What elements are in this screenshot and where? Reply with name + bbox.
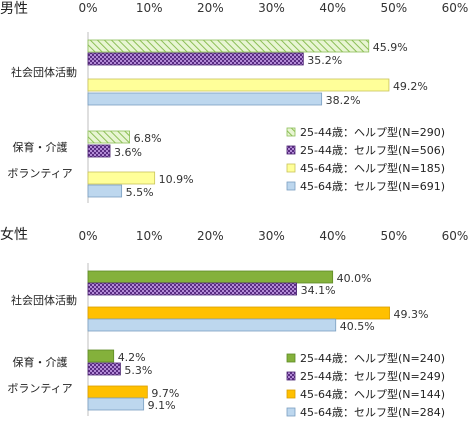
data-label: 5.3% — [124, 364, 152, 377]
bar — [87, 362, 121, 376]
bar — [87, 306, 390, 320]
bar — [87, 270, 334, 284]
data-label: 9.1% — [148, 399, 176, 412]
bar — [87, 397, 145, 411]
data-label: 45.9% — [373, 41, 408, 54]
x-tick-label: 30% — [258, 1, 285, 15]
bar — [87, 282, 297, 296]
x-tick-label: 0% — [78, 1, 97, 15]
legend-entry: 45-64歳：ヘルプ型(N=185) — [300, 161, 445, 175]
legend-swatch — [286, 353, 296, 363]
x-tick-label: 40% — [319, 229, 346, 243]
data-label: 5.5% — [126, 186, 154, 199]
data-label: 34.1% — [301, 284, 336, 297]
x-tick-label: 10% — [136, 1, 163, 15]
data-label: 40.5% — [340, 320, 375, 333]
data-label: 10.9% — [159, 173, 194, 186]
legend-swatch — [286, 127, 296, 137]
data-label: 35.2% — [307, 54, 342, 67]
bar — [87, 78, 390, 92]
category-label: 保育・介護 — [13, 355, 68, 369]
legend-entry: 45-64歳：セルフ型(N=284) — [300, 405, 445, 419]
x-tick-label: 0% — [78, 229, 97, 243]
category-label: 保育・介護 — [13, 140, 68, 154]
legend-swatch — [286, 181, 296, 191]
x-tick-label: 60% — [442, 229, 469, 243]
bar — [87, 349, 115, 363]
bar — [87, 144, 111, 158]
x-tick-label: 20% — [197, 1, 224, 15]
legend-swatch — [286, 371, 296, 381]
legend-swatch — [286, 145, 296, 155]
x-tick-label: 40% — [319, 1, 346, 15]
legend-entry: 25-44歳：ヘルプ型(N=240) — [300, 351, 445, 365]
legend-entry: 25-44歳：セルフ型(N=249) — [300, 369, 445, 383]
bar — [87, 184, 123, 198]
category-label: 社会団体活動 — [11, 293, 77, 307]
legend-swatch — [286, 163, 296, 173]
category-label: ボランティア — [7, 382, 72, 395]
legend-swatch — [286, 407, 296, 417]
data-label: 6.8% — [134, 132, 162, 145]
legend-swatch — [286, 389, 296, 399]
legend-entry: 25-44歳：セルフ型(N=506) — [300, 143, 445, 157]
bar — [87, 171, 156, 185]
data-label: 49.3% — [394, 308, 429, 321]
data-label: 40.0% — [337, 272, 372, 285]
data-label: 38.2% — [326, 94, 361, 107]
bar — [87, 92, 323, 106]
bar — [87, 52, 304, 66]
x-tick-label: 30% — [258, 229, 285, 243]
bar — [87, 385, 148, 399]
data-label: 9.7% — [151, 387, 179, 400]
legend-entry: 45-64歳：ヘルプ型(N=144) — [300, 387, 445, 401]
bar — [87, 39, 370, 53]
bar — [87, 130, 130, 144]
bar — [87, 318, 337, 332]
x-tick-label: 10% — [136, 229, 163, 243]
category-label: ボランティア — [7, 167, 72, 180]
category-label: 社会団体活動 — [11, 65, 77, 79]
legend-entry: 45-64歳：セルフ型(N=691) — [300, 179, 445, 193]
x-tick-label: 50% — [380, 1, 407, 15]
x-tick-label: 60% — [442, 1, 469, 15]
data-label: 3.6% — [114, 146, 142, 159]
data-label: 49.2% — [393, 80, 428, 93]
data-label: 4.2% — [118, 351, 146, 364]
x-tick-label: 20% — [197, 229, 224, 243]
panel-title: 男性 — [0, 1, 28, 17]
legend-entry: 25-44歳：ヘルプ型(N=290) — [300, 125, 445, 139]
panel-title: 女性 — [0, 226, 28, 243]
x-tick-label: 50% — [380, 229, 407, 243]
